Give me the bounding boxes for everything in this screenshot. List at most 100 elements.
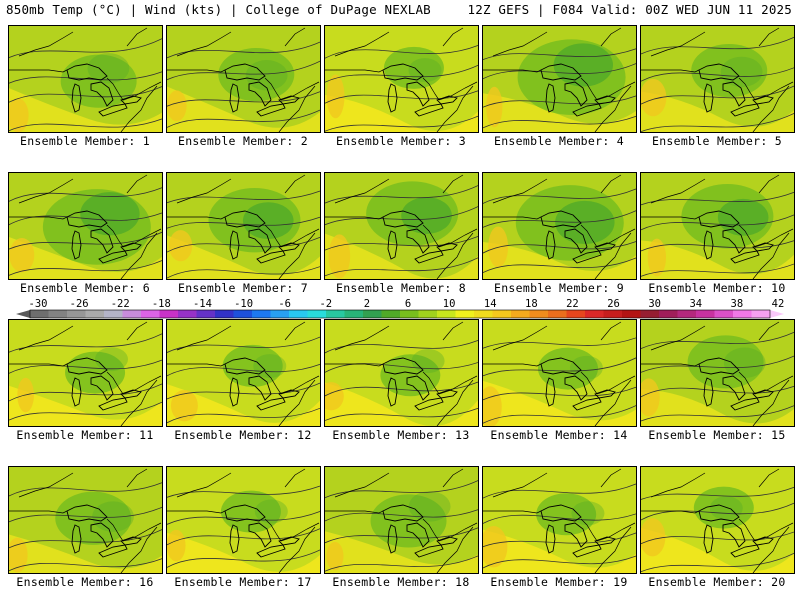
colorbar-cell xyxy=(48,310,68,318)
colorbar-cell xyxy=(455,310,475,318)
ensemble-member-label: Ensemble Member: 7 xyxy=(177,281,309,295)
ensemble-member-map xyxy=(324,466,479,574)
colorbar-tick-label: -10 xyxy=(234,298,253,310)
map-title: 850mb Temp (°C) | Wind (kts) | College o… xyxy=(6,2,431,17)
colorbar-tick-label: -2 xyxy=(319,298,332,310)
ensemble-member-label: Ensemble Member: 9 xyxy=(493,281,625,295)
colorbar-tick-label: -6 xyxy=(278,298,291,310)
ensemble-member-map xyxy=(640,172,795,280)
ensemble-member-map xyxy=(166,25,321,133)
ensemble-member-label: Ensemble Member: 11 xyxy=(16,428,154,442)
colorbar-tick-label: -18 xyxy=(152,298,171,310)
colorbar-tick-label: 34 xyxy=(689,298,702,310)
ensemble-member-map xyxy=(640,466,795,574)
colorbar-tick-label: -14 xyxy=(193,298,212,310)
colorbar-cell xyxy=(141,310,160,318)
colorbar-cell xyxy=(307,310,327,318)
colorbar-cell xyxy=(659,310,678,318)
ensemble-member-map xyxy=(166,319,321,427)
colorbar-cell xyxy=(474,310,493,318)
ensemble-member-map xyxy=(8,25,163,133)
ensemble-member-map xyxy=(324,319,479,427)
ensemble-member-map xyxy=(324,25,479,133)
colorbar-cell xyxy=(677,310,697,318)
colorbar-cell xyxy=(326,310,345,318)
colorbar-tick-label: 18 xyxy=(525,298,538,310)
ensemble-member-map xyxy=(640,319,795,427)
colorbar-tick-label: 22 xyxy=(566,298,579,310)
temperature-colorbar: -30 -26 -22 -18 -14 -10 -6 -2 2 6 10 14 18 22 26 30 34 38… xyxy=(16,298,785,319)
ensemble-member-label: Ensemble Member: 19 xyxy=(490,575,628,589)
colorbar-cell xyxy=(622,310,641,318)
colorbar-cell xyxy=(603,310,623,318)
colorbar-tick-label: 2 xyxy=(364,298,370,310)
ensemble-member-label: Ensemble Member: 14 xyxy=(490,428,628,442)
colorbar-cell xyxy=(85,310,105,318)
ensemble-member-label: Ensemble Member: 12 xyxy=(174,428,312,442)
ensemble-member-map xyxy=(482,466,637,574)
colorbar-cell xyxy=(381,310,401,318)
colorbar-cell xyxy=(215,310,234,318)
colorbar-tick-label: 42 xyxy=(772,298,785,310)
colorbar-tick-label: 38 xyxy=(731,298,744,310)
colorbar-cell xyxy=(400,310,419,318)
colorbar-cell xyxy=(196,310,216,318)
ensemble-member-map xyxy=(482,172,637,280)
colorbar-cell xyxy=(252,310,271,318)
colorbar-tick-label: 6 xyxy=(405,298,411,310)
ensemble-member-label: Ensemble Member: 2 xyxy=(177,134,309,148)
colorbar-cell xyxy=(492,310,512,318)
ensemble-member-label: Ensemble Member: 6 xyxy=(19,281,151,295)
model-run-info: 12Z GEFS | F084 Valid: 00Z WED JUN 11 20… xyxy=(467,2,792,17)
colorbar-cell xyxy=(418,310,438,318)
ensemble-member-map xyxy=(8,466,163,574)
colorbar-tick-label: 10 xyxy=(443,298,456,310)
ensemble-member-label: Ensemble Member: 5 xyxy=(651,134,783,148)
colorbar-cell xyxy=(233,310,253,318)
colorbar-cell xyxy=(159,310,179,318)
ensemble-member-map xyxy=(8,172,163,280)
ensemble-member-label: Ensemble Member: 8 xyxy=(335,281,467,295)
colorbar-cell xyxy=(733,310,752,318)
colorbar-tick-label: 26 xyxy=(607,298,620,310)
ensemble-member-label: Ensemble Member: 20 xyxy=(648,575,786,589)
colorbar-cell xyxy=(511,310,530,318)
ensemble-member-label: Ensemble Member: 18 xyxy=(332,575,470,589)
colorbar-cell xyxy=(566,310,586,318)
colorbar-cell xyxy=(548,310,567,318)
ensemble-member-label: Ensemble Member: 4 xyxy=(493,134,625,148)
ensemble-member-label: Ensemble Member: 16 xyxy=(16,575,154,589)
colorbar-cell xyxy=(178,310,197,318)
colorbar-cell xyxy=(122,310,142,318)
colorbar-cell xyxy=(363,310,382,318)
ensemble-member-map xyxy=(166,172,321,280)
colorbar-tick-label: -22 xyxy=(111,298,130,310)
colorbar-cell xyxy=(696,310,715,318)
ensemble-member-label: Ensemble Member: 1 xyxy=(19,134,151,148)
ensemble-member-map xyxy=(482,25,637,133)
ensemble-member-label: Ensemble Member: 13 xyxy=(332,428,470,442)
colorbar-cell xyxy=(67,310,86,318)
ensemble-member-map xyxy=(8,319,163,427)
ensemble-member-label: Ensemble Member: 15 xyxy=(648,428,786,442)
ensemble-member-map xyxy=(482,319,637,427)
colorbar-cell xyxy=(344,310,364,318)
colorbar-max-arrow xyxy=(770,310,784,318)
ensemble-member-label: Ensemble Member: 10 xyxy=(648,281,786,295)
colorbar-cell xyxy=(529,310,549,318)
colorbar-tick-label: 14 xyxy=(484,298,497,310)
colorbar-cell xyxy=(437,310,456,318)
colorbar-tick-label: -26 xyxy=(70,298,89,310)
ensemble-member-map xyxy=(324,172,479,280)
ensemble-member-label: Ensemble Member: 17 xyxy=(174,575,312,589)
ensemble-member-map xyxy=(166,466,321,574)
ensemble-member-label: Ensemble Member: 3 xyxy=(335,134,467,148)
colorbar-cell xyxy=(104,310,123,318)
colorbar-cell xyxy=(751,310,771,318)
colorbar-cell xyxy=(714,310,734,318)
colorbar-tick-label: 30 xyxy=(648,298,661,310)
colorbar-cell xyxy=(585,310,604,318)
colorbar-cell xyxy=(289,310,308,318)
ensemble-member-map xyxy=(640,25,795,133)
colorbar-min-arrow xyxy=(16,310,30,318)
